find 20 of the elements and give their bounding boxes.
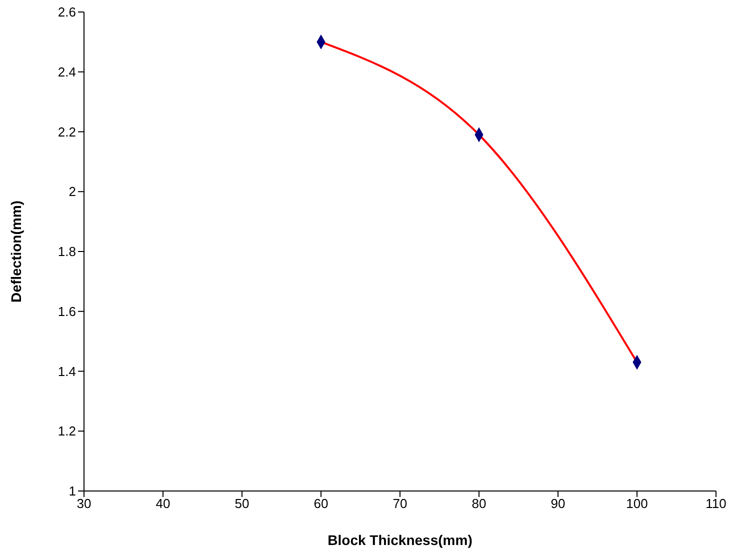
- x-tick-label: 90: [550, 496, 566, 512]
- y-tick-label: 2.6: [58, 4, 76, 20]
- x-axis-title: Block Thickness(mm): [328, 532, 472, 548]
- y-tick-label: 1.8: [58, 244, 76, 260]
- y-tick-label: 2: [68, 184, 76, 200]
- x-tick-label: 30: [76, 496, 92, 512]
- x-tick-label: 100: [626, 496, 648, 512]
- x-tick-label: 110: [706, 496, 726, 512]
- x-tick-label: 40: [156, 496, 170, 512]
- y-tick-label: 1.4: [58, 364, 76, 379]
- x-tick-label: 50: [234, 496, 250, 512]
- y-axis-title: Deflection(mm): [8, 200, 24, 302]
- y-tick-label: 1.6: [58, 304, 76, 319]
- x-tick-label: 80: [472, 496, 486, 512]
- y-tick-label: 2.2: [58, 124, 76, 140]
- y-tick-label: 1: [68, 484, 76, 499]
- x-tick-label: 70: [392, 496, 408, 512]
- x-tick-label: 60: [314, 496, 328, 512]
- y-tick-label: 2.4: [58, 64, 76, 80]
- y-tick-label: 1.2: [58, 424, 76, 439]
